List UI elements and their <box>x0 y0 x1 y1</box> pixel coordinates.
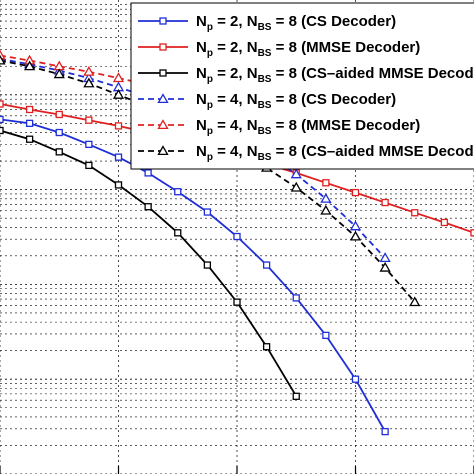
legend-label: Np = 2, NBS = 8 (CS Decoder) <box>196 13 396 33</box>
data-point <box>0 100 4 108</box>
data-point <box>351 375 360 383</box>
data-point <box>320 204 332 215</box>
data-point <box>85 116 93 124</box>
data-point <box>379 261 391 272</box>
data-point <box>349 220 362 231</box>
legend-label: Np = 4, NBS = 8 (CS Decoder) <box>196 91 396 111</box>
data-point <box>349 230 362 241</box>
data-point <box>381 427 389 436</box>
data-point <box>0 54 6 65</box>
data-point <box>290 168 302 179</box>
legend-label: Np = 4, NBS = 8 (CS–aided MMSE Decoder) <box>196 143 474 163</box>
data-point <box>262 343 271 351</box>
legend-label: Np = 4, NBS = 8 (MMSE Decoder) <box>196 117 420 137</box>
legend-entry-4: Np = 4, NBS = 8 (CS Decoder) <box>138 91 396 111</box>
legend-label: Np = 2, NBS = 8 (CS–aided MMSE Decoder) <box>196 65 474 85</box>
legend-entry-2: Np = 2, NBS = 8 (MMSE Decoder) <box>138 39 420 59</box>
data-point <box>290 181 302 192</box>
data-point <box>112 88 125 99</box>
data-point <box>322 331 330 340</box>
data-point <box>112 72 125 83</box>
data-point <box>174 188 182 196</box>
data-point <box>411 209 419 217</box>
data-point <box>25 105 34 114</box>
data-point <box>114 153 123 161</box>
series-line <box>0 118 386 433</box>
legend-marker <box>157 119 169 130</box>
series-1 <box>0 115 389 436</box>
legend-entry-5: Np = 4, NBS = 8 (MMSE Decoder) <box>138 117 420 137</box>
data-point <box>114 122 123 130</box>
legend-box <box>130 2 474 170</box>
data-point <box>351 188 360 197</box>
legend-marker <box>157 145 169 156</box>
data-point <box>24 60 36 71</box>
data-point <box>203 261 212 269</box>
data-point <box>55 110 63 119</box>
data-point <box>144 169 152 177</box>
data-point <box>292 392 300 400</box>
data-point <box>440 218 449 227</box>
legend-marker <box>157 93 169 104</box>
data-point <box>203 208 212 216</box>
data-point <box>25 119 34 127</box>
data-point <box>320 192 332 203</box>
data-point <box>322 179 330 187</box>
data-point <box>144 203 152 211</box>
data-point <box>85 161 93 170</box>
data-point <box>470 229 474 237</box>
legend-marker <box>159 17 167 25</box>
series-3 <box>0 126 300 400</box>
data-point <box>292 294 300 302</box>
legend: Np = 2, NBS = 8 (CS Decoder) Np = 2, NBS … <box>130 2 474 170</box>
legend-entry-1: Np = 2, NBS = 8 (CS Decoder) <box>138 13 396 33</box>
data-point <box>262 261 271 269</box>
legend-marker <box>159 43 167 51</box>
data-point <box>381 198 389 207</box>
legend-entry-3: Np = 2, NBS = 8 (CS–aided MMSE Decoder) <box>138 65 474 85</box>
data-point <box>0 126 4 135</box>
data-point <box>0 115 4 124</box>
data-point <box>83 65 95 76</box>
data-point <box>174 229 182 237</box>
data-point <box>233 232 241 241</box>
data-point <box>379 252 391 262</box>
data-point <box>85 140 93 149</box>
legend-entry-6: Np = 4, NBS = 8 (CS–aided MMSE Decoder) <box>138 143 474 163</box>
data-point <box>114 181 123 189</box>
legend-marker <box>159 69 167 77</box>
data-point <box>55 128 63 137</box>
data-point <box>25 135 34 143</box>
data-point <box>83 77 95 88</box>
legend-label: Np = 2, NBS = 8 (MMSE Decoder) <box>196 39 420 59</box>
data-point <box>55 148 63 156</box>
data-point <box>53 68 65 79</box>
data-point <box>233 298 241 306</box>
data-point <box>409 296 421 307</box>
